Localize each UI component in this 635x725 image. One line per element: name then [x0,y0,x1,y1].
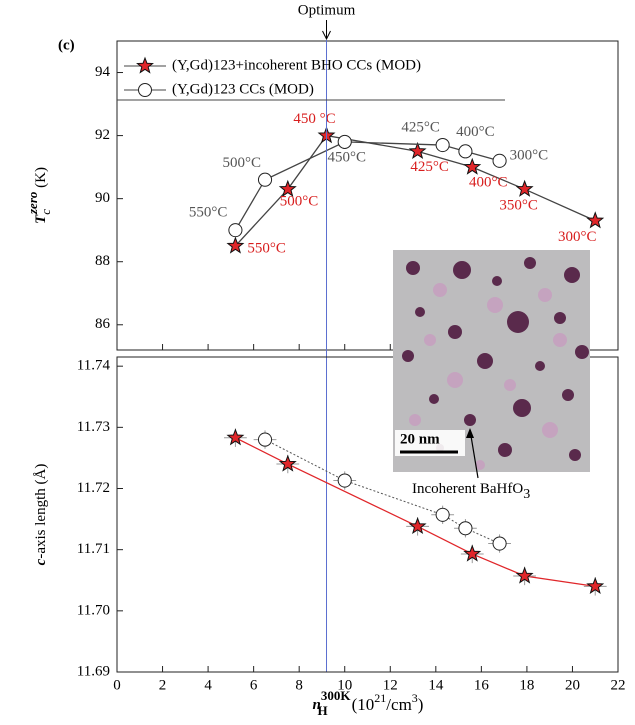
point-label: 450°C [327,149,366,165]
circle-marker [258,433,271,446]
x-label-unit: /cm [386,695,412,714]
x-label-sub: H [318,703,328,718]
x-tick-label: 18 [519,677,534,693]
y-tick-label: 11.70 [77,602,110,618]
y-tick-label: 86 [95,316,111,332]
scale-bar-label: 20 nm [400,431,440,447]
legend-label: (Y,Gd)123 CCs (MOD) [172,81,314,97]
point-label: 500°C [280,194,319,210]
optimum-label: Optimum [298,2,356,18]
x-tick-label: 0 [113,677,121,693]
point-label: 425°C [401,119,440,135]
circle-marker [459,522,472,535]
y-label-sup: zero [25,191,40,215]
x-tick-label: 22 [611,677,626,693]
circle-marker [436,508,449,521]
annotation-text: Incoherent BaHfO [412,481,523,497]
y-label-sub: c [38,209,53,215]
y-tick-label: 92 [95,127,110,143]
y-tick-label: 94 [95,64,111,80]
y-label-unit: (K) [33,167,49,192]
panel-label: (c) [58,37,75,53]
circle-marker [459,145,472,158]
point-label: 300°C [558,229,597,245]
point-label: 350°C [499,198,538,214]
x-tick-label: 6 [250,677,258,693]
x-tick-label: 16 [474,677,490,693]
x-label-sup: 300K [321,688,352,703]
star-marker [465,159,480,173]
circle-marker [338,474,351,487]
y-tick-label: 11.72 [77,480,110,496]
point-label: 400°C [469,175,508,191]
star-marker [410,143,425,157]
circle-marker [258,173,271,186]
point-label: 425°C [410,159,449,175]
point-label: 500°C [223,155,262,171]
legend-label: (Y,Gd)123+incoherent BHO CCs (MOD) [172,57,421,73]
x-label-unit: (10 [352,695,375,714]
optimum-arrow [323,20,331,39]
point-label: 400°C [456,124,495,140]
point-label: 550°C [247,240,286,256]
y-tick-label: 11.71 [77,541,110,557]
circle-marker [493,154,506,167]
legend-circle [139,84,152,97]
figure: 8688909294550°C500°C450 °C425°C400°C350°… [0,0,635,725]
y-tick-label: 90 [95,190,110,206]
inset-annotation: Incoherent BaHfO3 [412,481,530,502]
annotation-sub: 3 [523,487,530,502]
y-tick-label: 88 [95,253,110,269]
x-tick-label: 4 [204,677,212,693]
circle-marker [493,537,506,550]
y-axis-label: Tczero (K) [25,167,53,224]
x-tick-label: 20 [565,677,580,693]
y-tick-label: 11.74 [77,358,111,374]
point-label: 300°C [510,147,549,163]
y-label-unit: -axis length (Å) [33,464,49,559]
legend-star [137,58,152,72]
star-marker [517,181,532,195]
y-axis-label: c-axis length (Å) [33,464,49,566]
x-tick-label: 14 [428,677,444,693]
point-label: 550°C [189,205,228,221]
y-tick-label: 11.73 [77,419,110,435]
circle-marker [338,135,351,148]
circle-marker [229,224,242,237]
star-marker [588,213,603,227]
x-tick-label: 2 [159,677,167,693]
y-tick-label: 11.69 [77,663,110,679]
x-tick-label: 8 [295,677,303,693]
x-label-unit: ) [418,695,424,714]
point-label: 450 °C [293,111,335,127]
x-label-unit: 21 [374,691,386,705]
circle-marker [436,138,449,151]
